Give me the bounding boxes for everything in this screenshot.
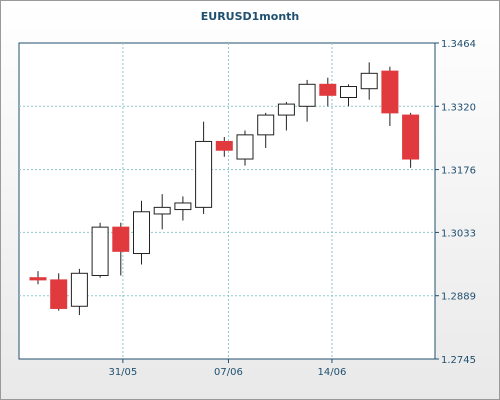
y-tick-label: 1.3464 (441, 39, 476, 50)
x-tick-label: 07/06 (214, 367, 243, 378)
candle-body-up (70, 272, 88, 307)
candle-body-up (298, 83, 316, 107)
candle-body-down (50, 279, 68, 309)
plot-area (18, 42, 436, 360)
y-tick-label: 1.3033 (441, 228, 476, 239)
y-tick-label: 1.2889 (441, 292, 476, 303)
candle-body-down (112, 226, 130, 252)
candle-body-up (277, 103, 295, 116)
candle-body-down (215, 140, 233, 151)
candle-body-up (133, 211, 150, 255)
candle-body-up (153, 206, 171, 215)
x-tick-label: 31/05 (108, 367, 137, 378)
candles (29, 62, 420, 316)
y-tick-label: 1.3176 (441, 166, 476, 177)
y-tick-label: 1.3320 (441, 102, 476, 113)
x-tick-label: 14/06 (318, 367, 347, 378)
candle-body-up (195, 140, 213, 208)
chart-title: EURUSD1month (200, 10, 300, 23)
candle-body-down (402, 114, 420, 160)
candle-body-down (29, 277, 47, 281)
candle-body-up (257, 114, 275, 136)
y-tick-label: 1.2745 (441, 355, 476, 366)
candle-body-down (319, 83, 337, 96)
candle-body-down (381, 70, 399, 114)
candle-body-up (360, 72, 378, 90)
axes: 1.3464 1.3320 1.3176 1.3033 1.2889 1.2745 31/0… (108, 39, 476, 378)
candle-body-up (91, 226, 109, 276)
candle-body-up (340, 86, 357, 98)
candle-body-up (174, 202, 192, 211)
candle-body-up (236, 134, 254, 160)
